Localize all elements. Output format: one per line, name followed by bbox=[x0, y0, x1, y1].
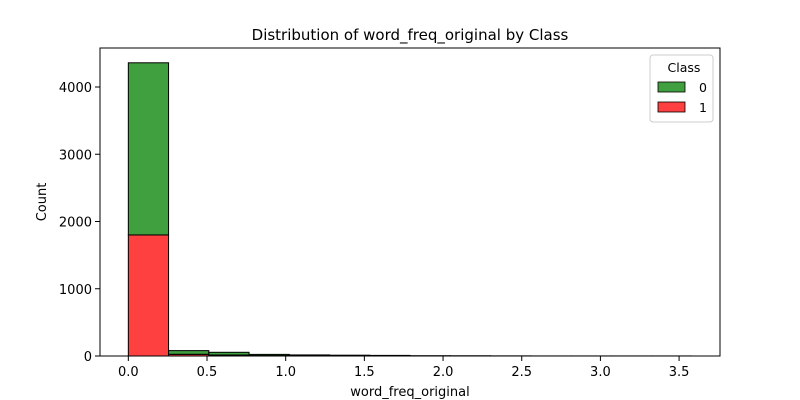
x-axis-label: word_freq_original bbox=[350, 385, 469, 400]
legend-label-1: 1 bbox=[699, 100, 707, 115]
y-tick-label: 4000 bbox=[59, 81, 92, 96]
y-tick-label: 2000 bbox=[59, 216, 92, 231]
x-tick-label: 3.5 bbox=[669, 365, 690, 380]
bar-class-1-bin-0 bbox=[127, 234, 170, 357]
y-tick-label: 1000 bbox=[59, 283, 92, 298]
bar-class-0-bin-3 bbox=[248, 353, 290, 357]
legend-label-0: 0 bbox=[699, 80, 707, 95]
x-tick-label: 3.0 bbox=[590, 365, 611, 380]
legend-swatch-0 bbox=[657, 81, 686, 93]
plot-frame bbox=[99, 47, 721, 357]
legend-swatch-1 bbox=[657, 101, 686, 113]
bar-class-0-bin-0 bbox=[127, 62, 170, 236]
y-tick-label: 0 bbox=[84, 350, 92, 365]
legend: Class 0 1 bbox=[649, 54, 714, 123]
x-tick-label: 1.0 bbox=[275, 365, 296, 380]
y-axis-label: Count bbox=[35, 183, 50, 222]
x-axis: 0.0 0.5 1.0 1.5 2.0 2.5 3.0 3.5 bbox=[118, 356, 689, 380]
legend-title: Class bbox=[668, 60, 701, 75]
bar-class-0-bin-2 bbox=[208, 351, 250, 356]
x-tick-label: 2.5 bbox=[511, 365, 532, 380]
chart-title: Distribution of word_freq_original by Cl… bbox=[252, 26, 569, 45]
x-tick-label: 0.0 bbox=[118, 365, 139, 380]
x-tick-label: 1.5 bbox=[354, 365, 375, 380]
y-tick-label: 3000 bbox=[59, 148, 92, 163]
y-axis: 0 1000 2000 3000 4000 bbox=[59, 81, 100, 365]
x-tick-label: 2.0 bbox=[433, 365, 454, 380]
bars-group bbox=[127, 62, 693, 357]
bar-class-0-bin-1 bbox=[168, 350, 210, 355]
x-tick-label: 0.5 bbox=[197, 365, 218, 380]
